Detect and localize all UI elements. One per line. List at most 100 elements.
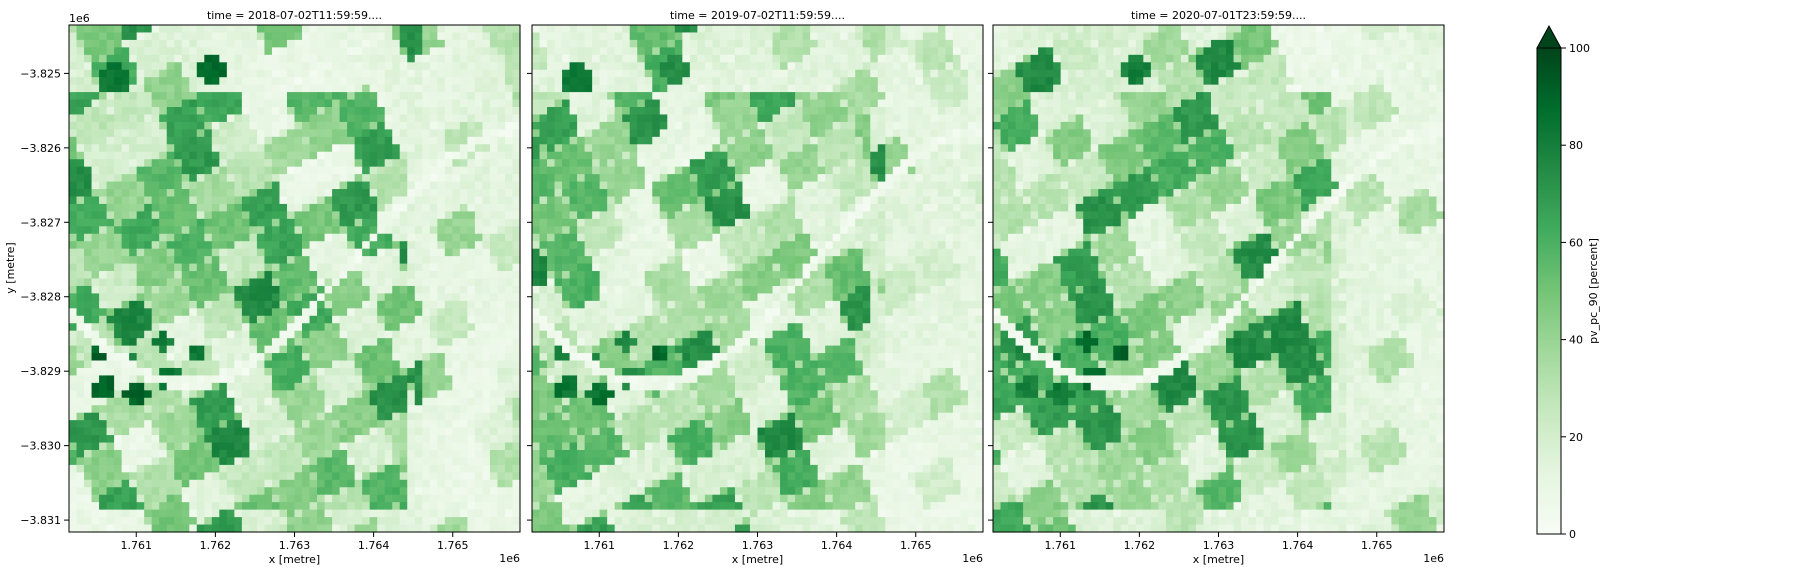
heatmap-cell xyxy=(121,241,130,250)
heatmap-cell xyxy=(317,517,326,526)
heatmap-cell xyxy=(452,464,461,473)
heatmap-cell xyxy=(689,99,698,108)
heatmap-cell xyxy=(512,308,521,317)
heatmap-cell xyxy=(384,32,393,41)
heatmap-cell xyxy=(407,144,416,153)
heatmap-cell xyxy=(76,77,85,86)
heatmap-cell xyxy=(181,174,190,183)
heatmap-cell xyxy=(444,315,453,324)
heatmap-cell xyxy=(189,420,198,429)
heatmap-cell xyxy=(422,181,431,190)
heatmap-cell xyxy=(504,338,514,347)
heatmap-cell xyxy=(129,144,138,153)
heatmap-cell xyxy=(129,517,138,526)
heatmap-cell xyxy=(256,517,266,526)
heatmap-cell xyxy=(279,405,288,414)
heatmap-cell xyxy=(489,360,499,369)
heatmap-cell xyxy=(825,129,834,138)
heatmap-cell xyxy=(196,144,205,153)
heatmap-cell xyxy=(795,121,804,130)
heatmap-cell xyxy=(407,353,416,362)
heatmap-cell xyxy=(84,248,93,257)
heatmap-cell xyxy=(354,92,363,101)
heatmap-cell xyxy=(960,62,969,71)
heatmap-cell xyxy=(302,442,311,451)
heatmap-cell xyxy=(712,99,721,108)
heatmap-cell xyxy=(347,323,356,332)
heatmap-cell xyxy=(497,315,506,324)
heatmap-cell xyxy=(922,25,931,34)
heatmap-cell xyxy=(577,92,586,101)
heatmap-cell xyxy=(136,278,145,287)
heatmap-cell xyxy=(414,427,423,436)
heatmap-cell xyxy=(577,62,586,71)
heatmap-cell xyxy=(512,62,521,71)
heatmap-cell xyxy=(512,427,521,436)
heatmap-cell xyxy=(975,114,984,123)
heatmap-cell xyxy=(339,174,348,183)
heatmap-cell xyxy=(106,233,115,242)
heatmap-cell xyxy=(369,84,378,93)
heatmap-cell xyxy=(286,308,296,317)
heatmap-cell xyxy=(332,464,341,473)
heatmap-cell xyxy=(286,54,296,63)
heatmap-cell xyxy=(76,449,85,459)
heatmap-cell xyxy=(414,47,423,56)
heatmap-cell xyxy=(69,211,78,220)
heatmap-cell xyxy=(271,25,281,34)
heatmap-cell xyxy=(497,420,506,429)
heatmap-cell xyxy=(189,32,198,41)
heatmap-cell xyxy=(84,136,93,145)
heatmap-cell xyxy=(234,517,243,526)
heatmap-cell xyxy=(69,375,78,384)
heatmap-cell xyxy=(347,241,356,250)
heatmap-cell xyxy=(467,62,476,71)
heatmap-cell xyxy=(930,32,939,41)
heatmap-cell xyxy=(369,129,378,138)
heatmap-cell xyxy=(166,54,175,63)
heatmap-cell xyxy=(151,47,160,56)
heatmap-cell xyxy=(136,233,145,242)
heatmap-cell xyxy=(121,218,130,227)
heatmap-cell xyxy=(392,218,401,227)
heatmap-cell xyxy=(121,338,130,347)
heatmap-cell xyxy=(99,263,108,272)
heatmap-cell xyxy=(504,464,514,473)
heatmap-cell xyxy=(144,472,153,481)
heatmap-cell xyxy=(377,397,386,406)
heatmap-cell xyxy=(144,263,153,272)
heatmap-cell xyxy=(211,218,220,227)
heatmap-cell xyxy=(930,92,939,101)
heatmap-cell xyxy=(204,99,213,108)
heatmap-cell xyxy=(422,315,431,324)
heatmap-cell xyxy=(399,449,408,459)
heatmap-cell xyxy=(489,315,499,324)
heatmap-cell xyxy=(504,77,514,86)
heatmap-cell xyxy=(459,449,468,459)
heatmap-cell xyxy=(69,509,78,518)
heatmap-cell xyxy=(497,494,506,503)
heatmap-cell xyxy=(497,360,506,369)
heatmap-cell xyxy=(369,278,378,287)
heatmap-cell xyxy=(689,121,698,130)
heatmap-cell xyxy=(114,464,123,473)
heatmap-cell xyxy=(256,211,266,220)
heatmap-cell xyxy=(459,92,468,101)
heatmap-cell xyxy=(271,472,281,481)
heatmap-cell xyxy=(467,196,476,205)
heatmap-cell xyxy=(106,353,115,362)
heatmap-cell xyxy=(302,345,311,354)
heatmap-cell xyxy=(324,442,333,451)
heatmap-cell xyxy=(159,151,168,160)
heatmap-cell xyxy=(497,69,506,78)
heatmap-cell xyxy=(317,129,326,138)
heatmap-cell xyxy=(937,92,947,101)
heatmap-cell xyxy=(347,375,356,384)
heatmap-cell xyxy=(452,136,461,145)
heatmap-cell xyxy=(489,54,499,63)
heatmap-cell xyxy=(399,121,408,130)
heatmap-cell xyxy=(196,218,205,227)
heatmap-cell xyxy=(256,174,266,183)
heatmap-cell xyxy=(294,39,303,48)
heatmap-cell xyxy=(302,412,311,421)
